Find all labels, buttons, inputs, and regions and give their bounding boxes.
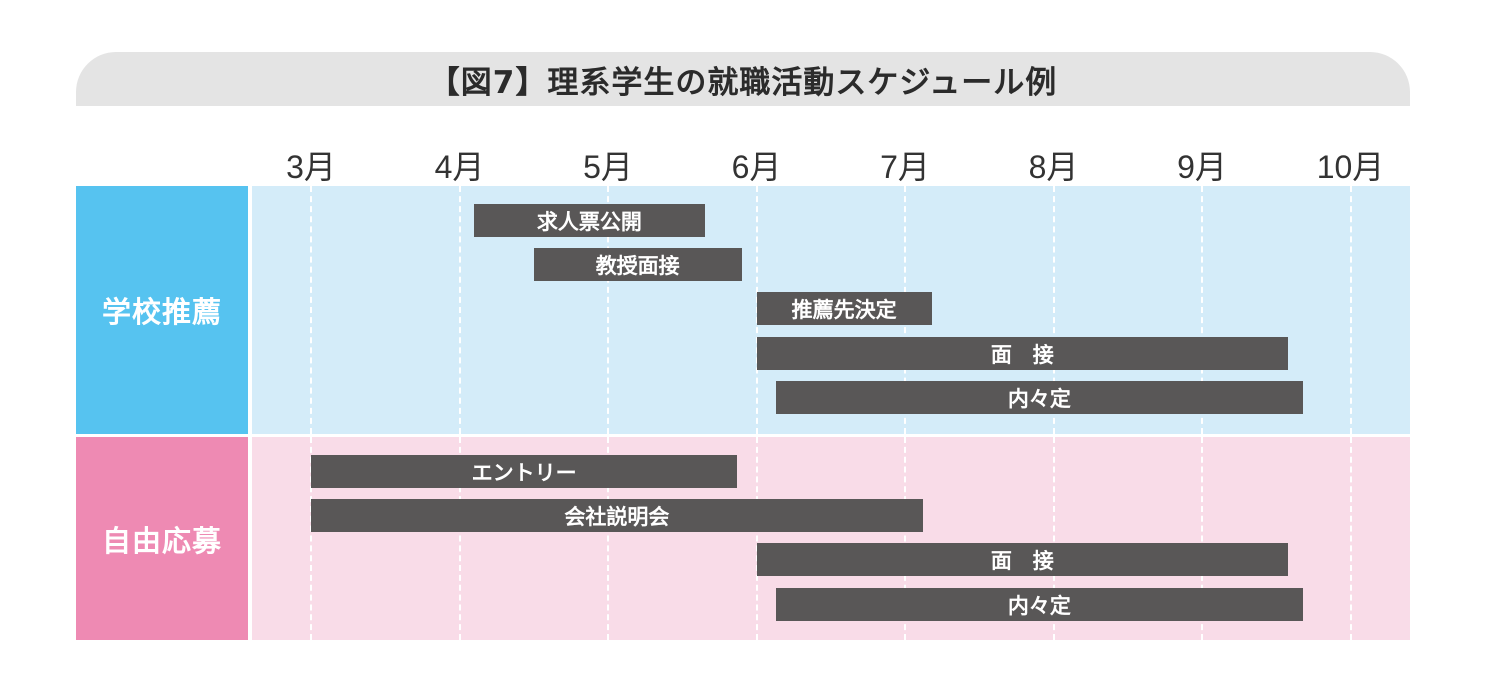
timeline-area-open: エントリー会社説明会面 接内々定 — [252, 437, 1410, 640]
title-banner: 【図7】理系学生の就職活動スケジュール例 — [76, 52, 1410, 106]
month-gridline — [1052, 437, 1055, 640]
section-school-recommendation: 学校推薦 求人票公開教授面接 推薦先決定面 接内々定 — [76, 186, 1410, 434]
section-label-open: 自由応募 — [76, 437, 248, 640]
month-gridline — [1201, 437, 1203, 640]
month-label: 8月 — [1028, 149, 1079, 185]
month-gridline — [1052, 186, 1055, 434]
section-label-school: 学校推薦 — [76, 186, 248, 434]
month-label: 7月 — [880, 149, 930, 185]
month-gridline — [458, 437, 461, 640]
month-axis: 3月 4月 5月 6月 7月 8月 9月 10月 — [0, 136, 1500, 186]
task-bar: 内々定 — [775, 381, 1303, 414]
task-bar: 会社説明会 — [311, 499, 923, 532]
month-gridline — [607, 186, 609, 434]
month-gridline — [1201, 186, 1203, 434]
task-bar: 求人票公開 — [474, 204, 705, 237]
month-label: 5月 — [583, 149, 633, 185]
task-bar: 推薦先決定 — [756, 292, 932, 325]
month-gridline — [607, 437, 609, 640]
section-open-application: 自由応募 エントリー会社説明会面 接内々定 — [76, 437, 1410, 640]
month-label: 10月 — [1316, 149, 1385, 185]
month-gridline — [458, 186, 461, 434]
task-bar: 面 接 — [756, 543, 1289, 576]
month-gridline — [904, 437, 906, 640]
month-gridline — [1349, 186, 1352, 434]
task-bar: 面 接 — [756, 337, 1289, 370]
month-label: 3月 — [286, 149, 336, 185]
month-label: 9月 — [1177, 149, 1227, 185]
month-gridline — [310, 186, 312, 434]
month-gridline — [1349, 437, 1352, 640]
timeline-area-school: 求人票公開教授面接 推薦先決定面 接内々定 — [252, 186, 1410, 434]
month-gridline — [755, 437, 758, 640]
task-bar: 教授面接 — [533, 248, 742, 281]
chart-title: 【図7】理系学生の就職活動スケジュール例 — [428, 64, 1058, 101]
month-label: 6月 — [731, 149, 782, 185]
month-label: 4月 — [434, 149, 485, 185]
month-gridline — [310, 437, 312, 640]
task-bar: 内々定 — [775, 588, 1303, 621]
task-bar: エントリー — [311, 455, 738, 488]
